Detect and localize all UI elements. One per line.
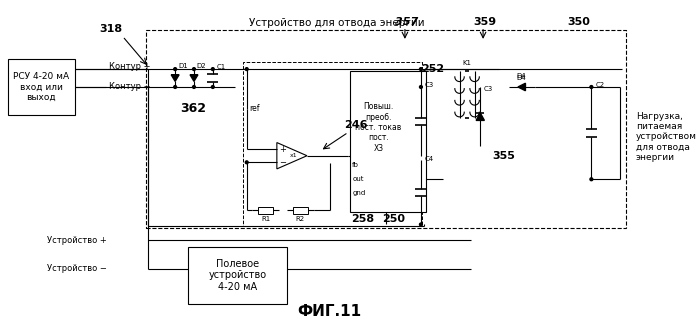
Bar xyxy=(146,30,626,228)
Text: 357: 357 xyxy=(395,17,419,27)
Bar xyxy=(293,207,308,214)
Bar xyxy=(188,247,287,304)
Circle shape xyxy=(419,68,422,70)
Text: R2: R2 xyxy=(296,216,305,222)
Text: 350: 350 xyxy=(568,17,591,27)
Circle shape xyxy=(245,68,248,70)
Text: 258: 258 xyxy=(351,214,374,224)
Text: R1: R1 xyxy=(261,216,271,222)
Text: out: out xyxy=(352,176,363,182)
Polygon shape xyxy=(171,75,179,81)
Circle shape xyxy=(590,85,593,88)
Text: Контур −: Контур − xyxy=(109,82,151,91)
Text: D4: D4 xyxy=(517,75,526,81)
Text: Полевое
устройство
4-20 мА: Полевое устройство 4-20 мА xyxy=(208,259,266,292)
Text: 252: 252 xyxy=(421,64,445,74)
Text: Устройство для отвода энергии: Устройство для отвода энергии xyxy=(250,18,425,28)
Circle shape xyxy=(211,85,214,88)
Text: Повыш.
преоб.
пост. токав
пост.
X3: Повыш. преоб. пост. токав пост. X3 xyxy=(355,102,402,153)
Text: x1: x1 xyxy=(290,153,298,158)
Text: ref: ref xyxy=(250,104,260,113)
Text: 362: 362 xyxy=(180,102,206,115)
Text: Контур +: Контур + xyxy=(109,62,151,71)
Bar xyxy=(8,59,75,115)
Text: +: + xyxy=(279,145,286,154)
Text: 359: 359 xyxy=(473,17,496,27)
Text: 246: 246 xyxy=(344,120,368,130)
Text: D1: D1 xyxy=(178,63,188,69)
Circle shape xyxy=(211,68,214,70)
Circle shape xyxy=(174,68,177,70)
Bar xyxy=(258,207,273,214)
Text: C4: C4 xyxy=(425,155,434,161)
Polygon shape xyxy=(190,75,198,81)
Circle shape xyxy=(245,161,248,164)
Text: РСУ 4-20 мА
вход или
выход: РСУ 4-20 мА вход или выход xyxy=(13,72,69,102)
Bar xyxy=(350,71,426,212)
Text: −: − xyxy=(279,158,286,167)
Text: 250: 250 xyxy=(382,214,405,224)
Bar xyxy=(243,62,422,226)
Circle shape xyxy=(192,68,196,70)
Text: fb: fb xyxy=(352,162,359,168)
Text: D4: D4 xyxy=(517,73,526,79)
Text: gnd: gnd xyxy=(352,190,366,196)
Circle shape xyxy=(419,223,422,226)
Text: C1: C1 xyxy=(217,64,226,70)
Text: Устройство +: Устройство + xyxy=(47,236,106,245)
Circle shape xyxy=(419,85,422,88)
Text: Нагрузка,
питаемая
устройством
для отвода
энергии: Нагрузка, питаемая устройством для отвод… xyxy=(635,112,697,162)
Text: Устройство −: Устройство − xyxy=(47,264,106,273)
Polygon shape xyxy=(476,113,484,120)
Circle shape xyxy=(174,85,177,88)
Circle shape xyxy=(590,178,593,181)
Text: K1: K1 xyxy=(463,60,472,66)
Text: C3: C3 xyxy=(484,86,493,92)
Polygon shape xyxy=(518,83,526,91)
Text: C3: C3 xyxy=(425,82,434,88)
Text: ФИГ.11: ФИГ.11 xyxy=(298,304,361,319)
Text: C2: C2 xyxy=(595,82,604,88)
Text: 318: 318 xyxy=(99,23,123,34)
Circle shape xyxy=(192,85,196,88)
Text: D2: D2 xyxy=(197,63,206,69)
Text: 355: 355 xyxy=(492,151,515,161)
Polygon shape xyxy=(277,143,307,169)
